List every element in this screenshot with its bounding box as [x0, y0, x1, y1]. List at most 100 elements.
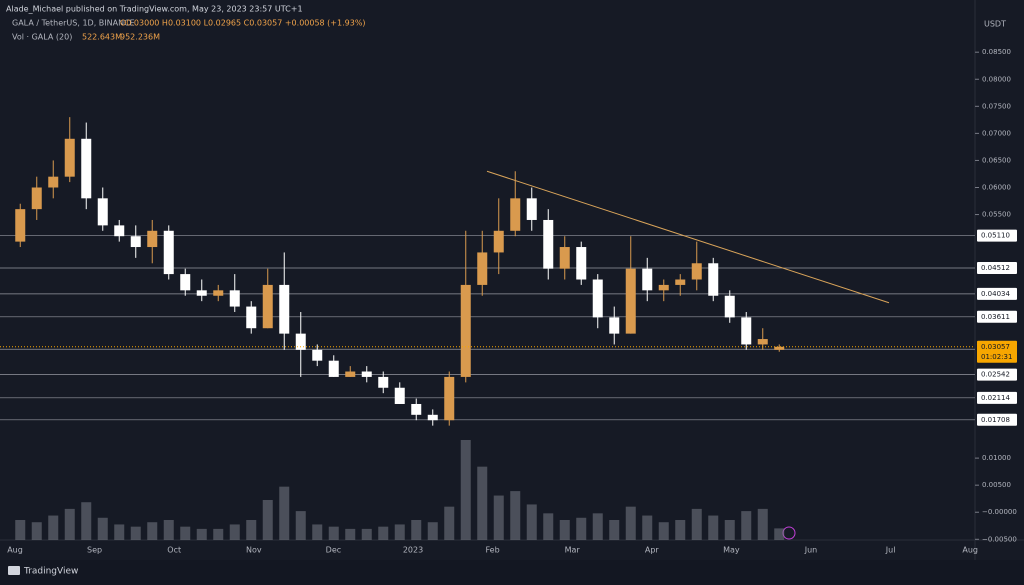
- candle-body: [460, 284, 471, 377]
- candle-body: [543, 219, 554, 269]
- x-tick-label: Sep: [87, 546, 102, 555]
- level-label-box: [977, 310, 1017, 323]
- candle-body: [147, 230, 158, 248]
- publisher: Alade_Michael published on TradingView.c…: [6, 5, 303, 14]
- volume-bar: [312, 524, 323, 540]
- volume-bar: [97, 517, 108, 540]
- candle-body: [279, 284, 290, 334]
- volume-bar: [378, 526, 389, 540]
- candle-body: [394, 387, 405, 404]
- candle-body: [658, 284, 669, 291]
- price-label: 0.03057: [981, 343, 1010, 351]
- candle-body: [31, 187, 42, 210]
- y-tick-label: 0.08000: [982, 75, 1011, 83]
- volume-bar: [741, 511, 752, 540]
- candle-body: [229, 290, 240, 307]
- y-tick-label: 0.01000: [982, 454, 1011, 462]
- volume-bar: [64, 508, 75, 540]
- x-tick-label: Aug: [7, 546, 23, 555]
- x-tick-label: Nov: [246, 546, 262, 555]
- candle-body: [592, 279, 603, 318]
- level-label-box: [977, 413, 1017, 426]
- volume-bar: [81, 502, 92, 540]
- volume-bar: [691, 508, 702, 540]
- y-tick-label: −0.00000: [982, 508, 1017, 516]
- level-label-box: [977, 262, 1017, 275]
- volume-bar: [724, 520, 735, 540]
- x-tick-label: Jul: [885, 546, 896, 555]
- candle-body: [444, 376, 455, 421]
- candle-body: [246, 306, 257, 329]
- x-tick-label: 2023: [403, 546, 423, 555]
- candle-body: [378, 376, 389, 388]
- volume-bar: [130, 526, 141, 540]
- candle-body: [130, 236, 141, 248]
- candle-body: [675, 279, 686, 285]
- level-label: 0.02114: [981, 394, 1010, 402]
- volume-bar: [196, 528, 207, 540]
- volume-bar: [675, 520, 686, 540]
- level-label: 0.05110: [981, 232, 1010, 240]
- volume-bar: [15, 520, 26, 540]
- volume-label: Vol · GALA (20): [12, 33, 72, 42]
- candle-body: [691, 263, 702, 280]
- price-label-box: [977, 340, 1017, 363]
- candle-body: [64, 138, 75, 177]
- volume-bar: [48, 515, 59, 540]
- volume-bar: [114, 524, 125, 540]
- candle-body: [262, 284, 273, 329]
- brand-logo: [8, 566, 20, 575]
- volume-bar: [213, 528, 224, 540]
- y-tick-label: 0.07500: [982, 102, 1011, 110]
- symbol: GALA / TetherUS, 1D, BINANCE: [12, 19, 135, 28]
- volume-bar: [229, 524, 240, 540]
- volume-bar: [493, 495, 504, 540]
- x-tick-label: Jun: [804, 546, 818, 555]
- volume-bar: [427, 522, 438, 540]
- candle-body: [708, 263, 719, 296]
- volume-bar: [757, 508, 768, 540]
- footer: [0, 560, 1024, 581]
- volume-bar: [559, 520, 570, 540]
- x-tick-label: May: [723, 546, 740, 555]
- y-tick-label: 0.00500: [982, 481, 1011, 489]
- candle-body: [576, 247, 587, 280]
- y-tick-label: 0.07000: [982, 129, 1011, 137]
- volume-bar: [609, 520, 620, 540]
- volume-bar: [708, 515, 719, 540]
- candle-body: [724, 295, 735, 318]
- volume-bar: [295, 511, 306, 540]
- axis-unit: USDT: [984, 20, 1006, 29]
- candle-body: [312, 349, 323, 361]
- candle-body: [180, 274, 191, 291]
- candle-body: [411, 403, 422, 415]
- level-label: 0.04512: [981, 264, 1010, 272]
- candle-body: [559, 247, 570, 269]
- trendline: [486, 170, 890, 304]
- level-label: 0.02542: [981, 371, 1010, 379]
- candle-body: [477, 252, 488, 285]
- y-tick-label: 0.08500: [982, 48, 1011, 56]
- candle-body: [213, 290, 224, 296]
- candle-body: [345, 371, 356, 377]
- candle-body: [97, 198, 108, 226]
- volume-bar: [444, 506, 455, 540]
- level-label-box: [977, 229, 1017, 242]
- volume-ma: 952.236M: [120, 33, 160, 42]
- candle-body: [526, 198, 537, 220]
- candle-body: [510, 198, 521, 231]
- volume-bar: [642, 515, 653, 540]
- volume-bar: [576, 517, 587, 540]
- volume-bar: [345, 528, 356, 540]
- x-tick-label: Dec: [326, 546, 341, 555]
- candle-body: [361, 371, 372, 377]
- candle-body: [15, 209, 26, 242]
- candle-body: [295, 333, 306, 350]
- brand: TradingView: [23, 567, 78, 577]
- volume-bar: [361, 528, 372, 540]
- volume-bar: [460, 440, 471, 540]
- candle-body: [642, 268, 653, 291]
- volume-bar: [774, 528, 785, 540]
